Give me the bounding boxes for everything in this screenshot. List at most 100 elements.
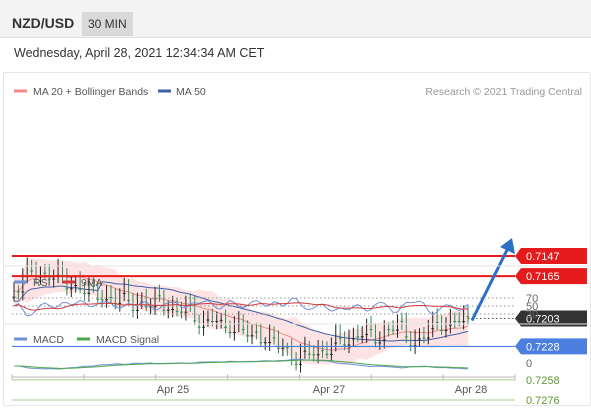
candle-body bbox=[162, 309, 166, 311]
candle-body bbox=[122, 292, 126, 294]
candle-body bbox=[184, 311, 188, 313]
candle-body bbox=[426, 337, 430, 339]
candle-body bbox=[250, 335, 254, 337]
legend-label-rsi-ma: 9MA bbox=[81, 277, 103, 289]
symbol-label: NZD/USD bbox=[12, 15, 75, 31]
bollinger-band-area bbox=[14, 257, 468, 366]
candle-body bbox=[96, 298, 100, 300]
candle-body bbox=[65, 288, 69, 290]
candle-body bbox=[321, 350, 324, 352]
pivot-price-tag bbox=[515, 338, 587, 355]
candle-body bbox=[448, 324, 452, 326]
candle-body bbox=[440, 330, 443, 332]
candle-body bbox=[87, 292, 91, 294]
price-panel: MA 20 + Bollinger Bands MA 50 Research © 2… bbox=[3, 86, 591, 407]
rsi-ma-line bbox=[13, 302, 469, 311]
rsi-level-label: 70 bbox=[526, 293, 538, 305]
candle-body bbox=[431, 328, 435, 330]
legend-label-macd-signal: MACD Signal bbox=[96, 334, 159, 346]
pivot-label: 0.7228 bbox=[526, 341, 560, 353]
candle-body bbox=[387, 329, 391, 331]
legend-label-macd: MACD bbox=[33, 334, 64, 346]
timeframe-button[interactable]: 30 MIN bbox=[82, 12, 133, 36]
resistance-label: 0.7258 bbox=[526, 375, 560, 387]
candle-body bbox=[316, 354, 320, 356]
candle-body bbox=[210, 320, 214, 322]
candle-body bbox=[47, 278, 51, 280]
candle-body bbox=[166, 309, 170, 311]
candle-body bbox=[435, 321, 439, 323]
candle-body bbox=[83, 292, 86, 294]
x-axis: Apr 25 Apr 27 Apr 28 bbox=[11, 374, 516, 396]
candle-body bbox=[69, 288, 73, 290]
candle-body bbox=[294, 363, 298, 365]
candle-body bbox=[158, 295, 161, 297]
candle-body bbox=[338, 337, 342, 339]
legend-label-ma50: MA 50 bbox=[176, 86, 206, 98]
candle-body bbox=[259, 342, 263, 344]
candle-body bbox=[175, 310, 179, 312]
candle-body bbox=[224, 326, 227, 328]
candle-body bbox=[136, 309, 139, 311]
candle-body bbox=[144, 306, 148, 308]
support-label: 0.7147 bbox=[526, 251, 560, 263]
candle-body bbox=[325, 353, 329, 355]
candle-body bbox=[396, 329, 399, 331]
candle-body bbox=[312, 354, 316, 356]
legend-label-ma20: MA 20 + Bollinger Bands bbox=[33, 86, 148, 98]
candle-body bbox=[457, 321, 461, 323]
candle-body bbox=[272, 337, 276, 339]
candle-body bbox=[360, 336, 364, 338]
candle-body bbox=[118, 302, 122, 304]
candle-body bbox=[52, 278, 56, 280]
candle-body bbox=[228, 331, 232, 333]
macd-panel: MACD MACD Signal 0 bbox=[14, 334, 532, 370]
candle-body bbox=[232, 331, 236, 333]
candle-body bbox=[351, 338, 355, 340]
candle-body bbox=[303, 350, 307, 352]
candle-body bbox=[299, 363, 302, 365]
candle-body bbox=[409, 345, 413, 347]
candle-body bbox=[307, 353, 311, 355]
candle-body bbox=[462, 321, 465, 323]
candle-body bbox=[418, 338, 421, 340]
candle-body bbox=[74, 285, 78, 287]
candle-body bbox=[131, 309, 135, 311]
candle-body bbox=[413, 345, 417, 347]
macd-signal-line bbox=[14, 359, 469, 369]
candle-body bbox=[365, 334, 369, 336]
candle-body bbox=[180, 311, 183, 313]
candle-body bbox=[21, 291, 25, 293]
candle-body bbox=[17, 291, 20, 293]
candle-body bbox=[255, 331, 258, 333]
candle-body bbox=[246, 335, 250, 337]
support-price-tag bbox=[515, 268, 587, 285]
candle-body bbox=[197, 326, 201, 328]
candle-body bbox=[188, 303, 192, 305]
candle-body bbox=[277, 347, 280, 349]
candle-body bbox=[374, 342, 377, 344]
x-tick-label: Apr 28 bbox=[455, 384, 487, 396]
candle-body bbox=[343, 344, 346, 346]
candle-body bbox=[466, 316, 470, 318]
candle-body bbox=[241, 329, 245, 331]
candle-body bbox=[215, 320, 219, 322]
candle-body bbox=[404, 336, 408, 338]
forecast-arrow-head bbox=[500, 238, 515, 254]
current-price-tag bbox=[515, 310, 587, 327]
candle-body bbox=[105, 299, 108, 301]
candle-body bbox=[263, 342, 267, 344]
candle-body bbox=[444, 330, 448, 332]
candle-body bbox=[30, 270, 34, 272]
candle-body bbox=[378, 342, 382, 344]
candle-body bbox=[100, 299, 104, 301]
x-tick-label: Apr 27 bbox=[313, 384, 345, 396]
candle-body bbox=[78, 288, 82, 290]
resistance-label: 0.7276 bbox=[526, 395, 560, 407]
rsi-level-label: 30 bbox=[526, 309, 538, 321]
forecast-arrow-shaft bbox=[470, 247, 510, 322]
candle-body bbox=[382, 339, 386, 341]
credit-text: Research © 2021 Trading Central bbox=[425, 86, 582, 98]
